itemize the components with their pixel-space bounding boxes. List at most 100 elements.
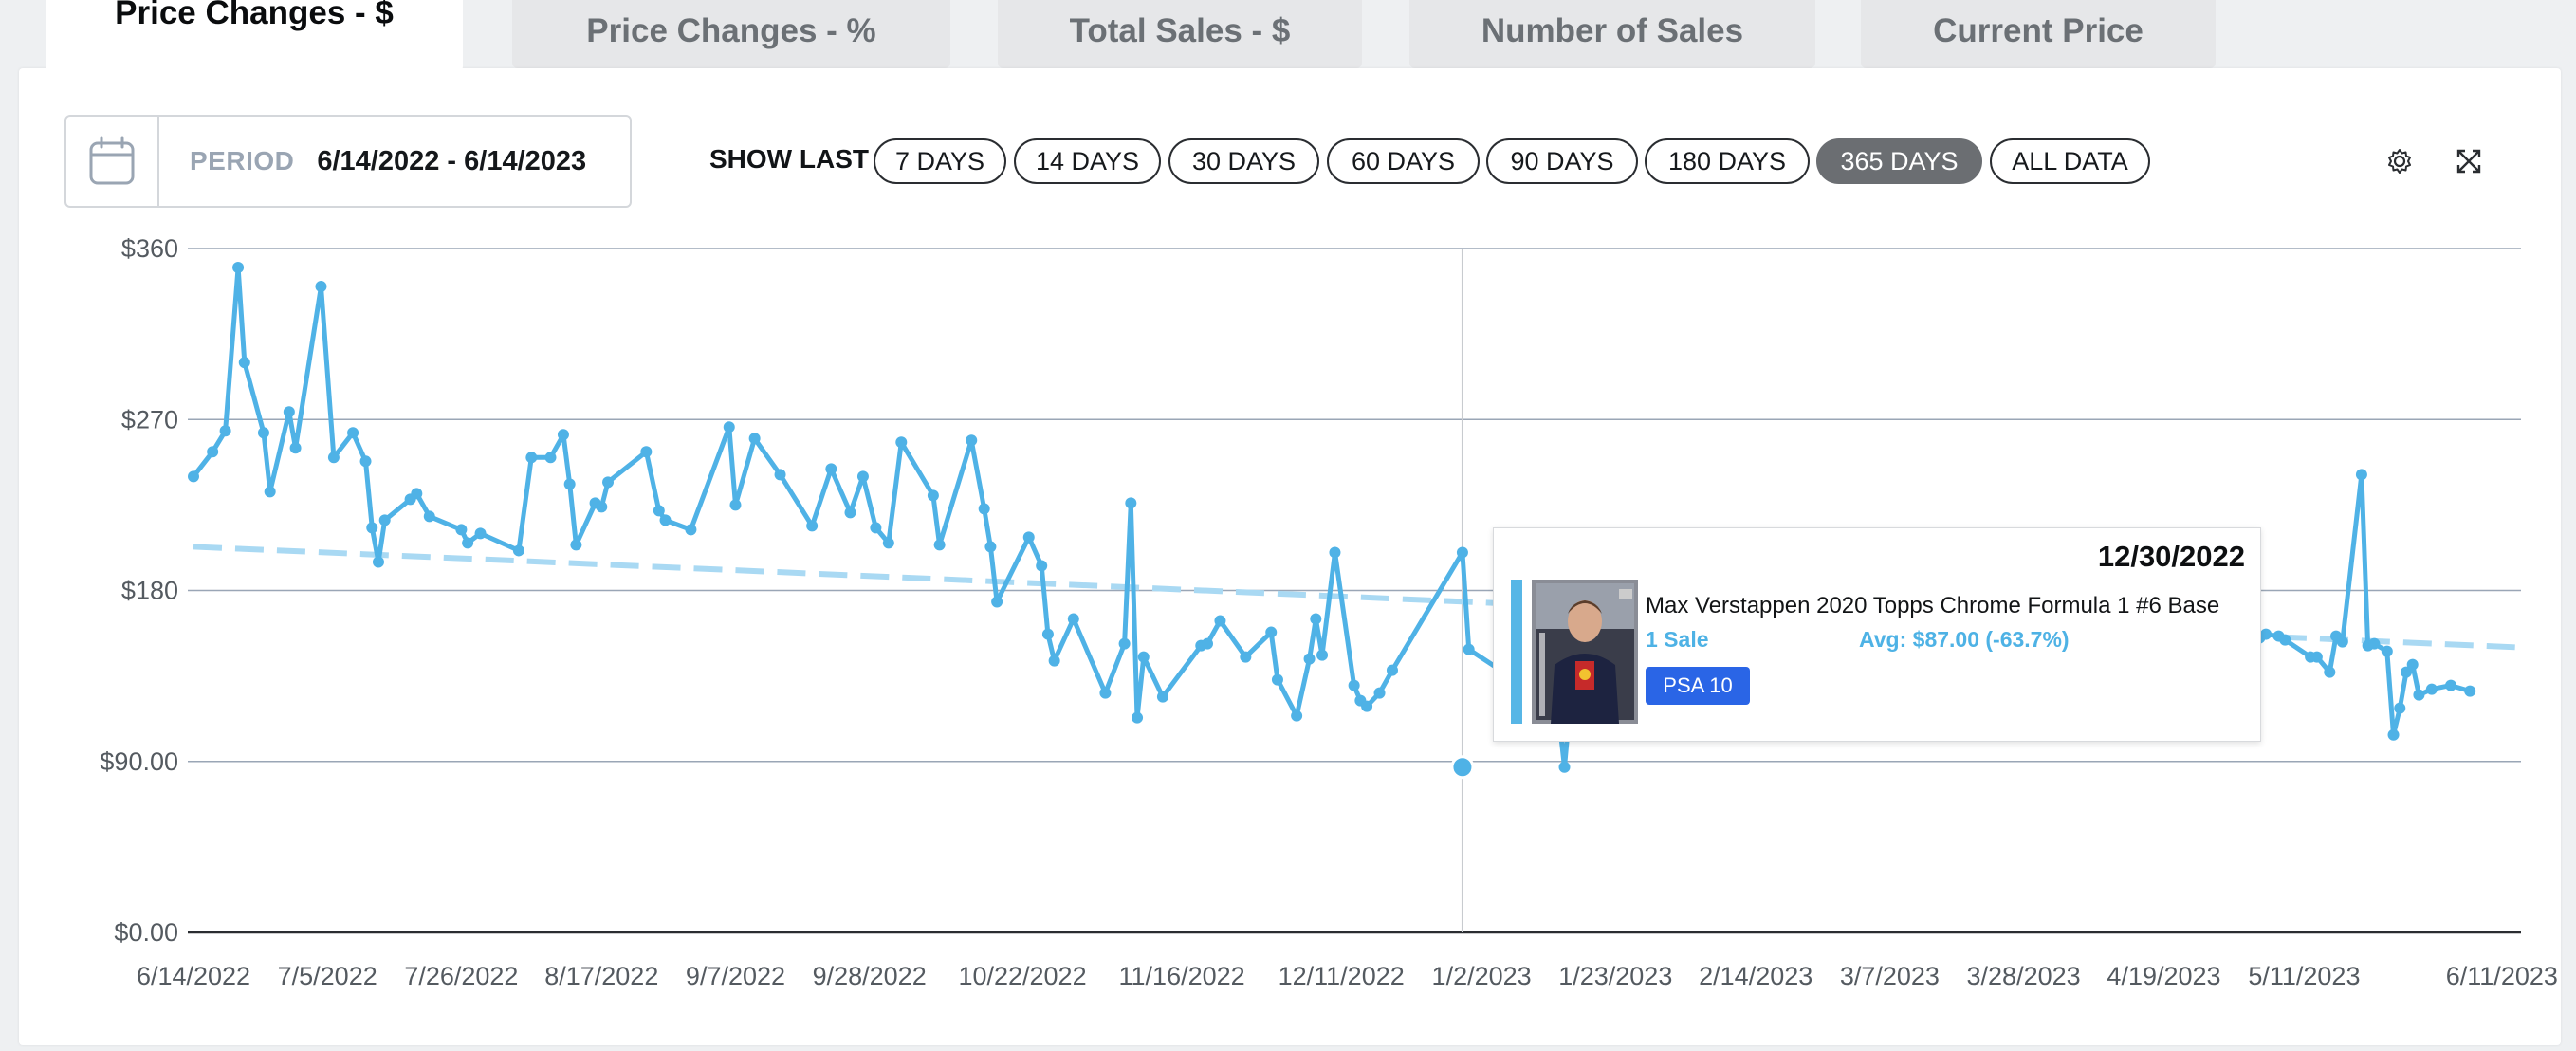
data-point[interactable] (1558, 761, 1571, 773)
data-point[interactable] (2387, 728, 2400, 741)
range-30-days-button[interactable]: 30 DAYS (1168, 138, 1319, 184)
range-60-days-button[interactable]: 60 DAYS (1327, 138, 1480, 184)
data-point[interactable] (729, 499, 742, 511)
data-point[interactable] (257, 427, 269, 439)
data-point[interactable] (870, 522, 882, 534)
data-point[interactable] (1348, 679, 1360, 691)
data-point[interactable] (1036, 560, 1048, 572)
data-point[interactable] (378, 514, 391, 526)
data-point[interactable] (455, 524, 468, 536)
data-point[interactable] (991, 596, 1003, 608)
range-90-days-button[interactable]: 90 DAYS (1486, 138, 1638, 184)
data-point[interactable] (219, 425, 231, 437)
data-point[interactable] (966, 434, 978, 447)
data-point[interactable] (1361, 700, 1373, 712)
data-point[interactable] (2336, 636, 2348, 648)
tab-total-sales[interactable]: Total Sales - $ (998, 0, 1362, 68)
data-point[interactable] (207, 446, 219, 458)
data-point[interactable] (359, 455, 372, 468)
data-point[interactable] (525, 452, 538, 464)
data-point[interactable] (1099, 687, 1112, 699)
data-point[interactable] (748, 433, 761, 445)
expand-icon[interactable] (2455, 147, 2483, 175)
data-point[interactable] (1271, 673, 1283, 686)
data-point[interactable] (315, 281, 327, 293)
data-point[interactable] (1118, 637, 1131, 650)
data-point[interactable] (2324, 666, 2336, 678)
data-point[interactable] (372, 556, 384, 568)
data-point[interactable] (2413, 689, 2425, 701)
data-point[interactable] (723, 421, 735, 433)
data-point[interactable] (2355, 469, 2367, 481)
data-point[interactable] (1214, 615, 1226, 627)
data-point[interactable] (423, 510, 435, 523)
data-point[interactable] (1202, 637, 1214, 650)
data-point[interactable] (1329, 546, 1341, 559)
data-point[interactable] (1373, 687, 1386, 699)
data-point[interactable] (570, 539, 582, 551)
tab-number-of-sales[interactable]: Number of Sales (1409, 0, 1815, 68)
data-point[interactable] (653, 505, 665, 517)
data-point[interactable] (927, 489, 939, 502)
data-point[interactable] (1456, 546, 1468, 559)
data-point[interactable] (289, 442, 302, 454)
range-14-days-button[interactable]: 14 DAYS (1014, 138, 1161, 184)
tab-current-price[interactable]: Current Price (1861, 0, 2216, 68)
data-point[interactable] (2279, 634, 2291, 646)
data-point[interactable] (238, 357, 250, 369)
data-point[interactable] (774, 469, 786, 481)
data-point[interactable] (659, 514, 672, 526)
data-point[interactable] (640, 446, 653, 458)
data-point[interactable] (1048, 655, 1060, 667)
data-point[interactable] (1310, 613, 1322, 625)
data-point[interactable] (366, 522, 378, 534)
data-point[interactable] (596, 501, 608, 513)
data-point[interactable] (1291, 710, 1303, 722)
tab-price-changes-percent[interactable]: Price Changes - % (512, 0, 950, 68)
data-point[interactable] (347, 427, 359, 439)
range-7-days-button[interactable]: 7 DAYS (874, 138, 1006, 184)
data-point[interactable] (1137, 651, 1150, 663)
tab-price-changes-dollar[interactable]: Price Changes - $ (46, 0, 463, 72)
gear-icon[interactable] (2385, 147, 2414, 175)
data-point[interactable] (1303, 653, 1316, 665)
data-point[interactable] (1132, 711, 1144, 724)
data-point[interactable] (264, 486, 276, 498)
data-point[interactable] (1067, 613, 1079, 625)
data-point[interactable] (933, 539, 946, 551)
data-point[interactable] (327, 452, 340, 464)
data-point[interactable] (1022, 531, 1035, 544)
range-365-days-button[interactable]: 365 DAYS (1816, 138, 1982, 184)
data-point[interactable] (2400, 666, 2412, 678)
data-point[interactable] (1265, 626, 1278, 638)
data-point[interactable] (1316, 649, 1329, 661)
range-all-data-button[interactable]: ALL DATA (1990, 138, 2150, 184)
data-point[interactable] (2310, 651, 2323, 663)
data-point[interactable] (978, 503, 990, 515)
data-point[interactable] (685, 524, 697, 536)
data-point[interactable] (1386, 664, 1398, 676)
data-point[interactable] (2260, 628, 2272, 640)
data-point[interactable] (2406, 658, 2419, 671)
data-point[interactable] (1125, 497, 1137, 509)
data-point[interactable] (844, 507, 856, 519)
range-180-days-button[interactable]: 180 DAYS (1645, 138, 1810, 184)
data-point[interactable] (2445, 679, 2457, 691)
data-point[interactable] (602, 476, 615, 489)
data-point[interactable] (474, 527, 487, 540)
data-point[interactable] (557, 429, 569, 441)
data-point[interactable] (2394, 702, 2406, 714)
data-point[interactable] (462, 537, 474, 549)
highlighted-point[interactable] (1450, 755, 1475, 780)
data-point[interactable] (1041, 628, 1054, 640)
data-point[interactable] (1156, 691, 1168, 703)
data-point[interactable] (882, 537, 894, 549)
data-point[interactable] (411, 488, 423, 500)
data-point[interactable] (806, 520, 819, 532)
data-point[interactable] (512, 544, 524, 557)
data-point[interactable] (1240, 651, 1252, 663)
data-point[interactable] (2464, 685, 2476, 697)
data-point[interactable] (563, 478, 576, 490)
data-point[interactable] (188, 470, 199, 483)
data-point[interactable] (283, 406, 295, 418)
